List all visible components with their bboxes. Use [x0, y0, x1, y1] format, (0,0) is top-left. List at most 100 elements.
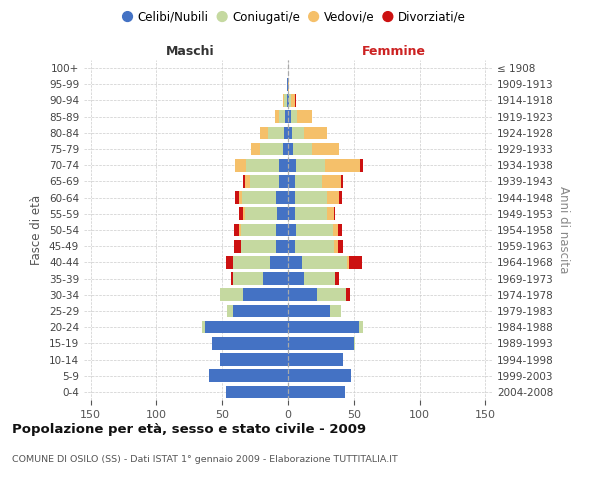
Bar [284, 94, 287, 107]
Legend: Celibi/Nubili, Coniugati/e, Vedovi/e, Divorziati/e: Celibi/Nubili, Coniugati/e, Vedovi/e, Di… [118, 6, 470, 28]
Bar [288, 78, 289, 90]
Bar [205, 321, 288, 334]
Bar [334, 240, 338, 252]
Bar [304, 272, 335, 285]
Bar [292, 126, 304, 139]
Y-axis label: Fasce di età: Fasce di età [31, 195, 43, 265]
Bar [246, 159, 279, 172]
Bar [330, 304, 341, 318]
Bar [296, 224, 333, 236]
Bar [335, 272, 340, 285]
Bar [288, 240, 295, 252]
Bar [251, 142, 260, 156]
Bar [340, 192, 342, 204]
Bar [245, 175, 250, 188]
Bar [239, 192, 242, 204]
Bar [288, 208, 295, 220]
Bar [212, 337, 288, 349]
Bar [338, 224, 342, 236]
Bar [295, 94, 296, 107]
Bar [288, 256, 302, 268]
Bar [275, 110, 279, 123]
Bar [311, 142, 340, 156]
Bar [260, 142, 283, 156]
Bar [354, 337, 355, 349]
Bar [338, 240, 343, 252]
Bar [233, 272, 263, 285]
Bar [288, 337, 354, 349]
Bar [333, 224, 338, 236]
Bar [349, 256, 362, 268]
Bar [288, 192, 295, 204]
Bar [288, 142, 293, 156]
Bar [295, 175, 322, 188]
Bar [220, 288, 243, 301]
Bar [268, 126, 284, 139]
Bar [302, 256, 347, 268]
Bar [288, 94, 289, 107]
Bar [328, 192, 340, 204]
Y-axis label: Anni di nascita: Anni di nascita [557, 186, 570, 274]
Bar [290, 94, 295, 107]
Bar [263, 272, 288, 285]
Bar [288, 304, 330, 318]
Bar [325, 159, 361, 172]
Bar [289, 94, 290, 107]
Bar [296, 159, 325, 172]
Bar [235, 159, 246, 172]
Bar [288, 224, 296, 236]
Bar [293, 142, 311, 156]
Bar [233, 304, 288, 318]
Bar [202, 321, 205, 334]
Bar [241, 240, 276, 252]
Bar [234, 240, 241, 252]
Bar [276, 240, 288, 252]
Bar [288, 159, 296, 172]
Bar [288, 353, 343, 366]
Bar [234, 224, 239, 236]
Bar [277, 208, 288, 220]
Bar [304, 126, 328, 139]
Bar [288, 288, 317, 301]
Bar [226, 256, 233, 268]
Bar [239, 208, 243, 220]
Bar [233, 256, 269, 268]
Bar [286, 110, 288, 123]
Bar [250, 175, 279, 188]
Bar [232, 272, 233, 285]
Bar [209, 370, 288, 382]
Text: Popolazione per età, sesso e stato civile - 2009: Popolazione per età, sesso e stato civil… [12, 422, 366, 436]
Bar [279, 175, 288, 188]
Bar [295, 192, 328, 204]
Bar [260, 126, 268, 139]
Bar [243, 175, 245, 188]
Bar [243, 288, 288, 301]
Bar [279, 110, 286, 123]
Bar [328, 208, 334, 220]
Bar [220, 353, 288, 366]
Bar [288, 370, 351, 382]
Bar [290, 110, 297, 123]
Bar [334, 208, 335, 220]
Bar [322, 175, 341, 188]
Bar [226, 386, 288, 398]
Text: COMUNE DI OSILO (SS) - Dati ISTAT 1° gennaio 2009 - Elaborazione TUTTITALIA.IT: COMUNE DI OSILO (SS) - Dati ISTAT 1° gen… [12, 455, 398, 464]
Text: Femmine: Femmine [362, 45, 426, 58]
Bar [241, 224, 276, 236]
Bar [287, 94, 288, 107]
Bar [239, 224, 241, 236]
Bar [287, 78, 288, 90]
Bar [297, 110, 311, 123]
Bar [245, 208, 277, 220]
Bar [295, 240, 334, 252]
Bar [359, 321, 363, 334]
Bar [276, 192, 288, 204]
Bar [288, 126, 292, 139]
Bar [279, 159, 288, 172]
Text: Maschi: Maschi [166, 45, 214, 58]
Bar [276, 224, 288, 236]
Bar [346, 288, 350, 301]
Bar [283, 94, 284, 107]
Bar [341, 175, 343, 188]
Bar [361, 159, 363, 172]
